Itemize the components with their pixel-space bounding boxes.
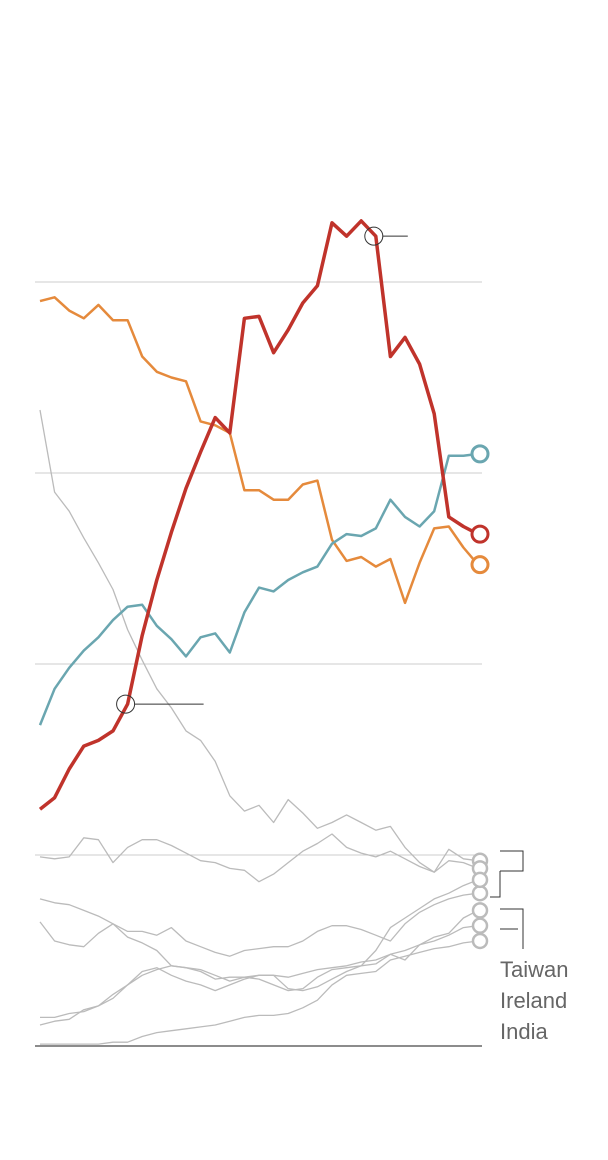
series-line (38, 219, 479, 811)
series-line (39, 833, 479, 883)
series-line (40, 940, 479, 1045)
end-marker (471, 884, 489, 902)
series-line (40, 909, 479, 1019)
series-line (39, 921, 479, 992)
series-line (39, 879, 479, 1026)
end-marker (470, 555, 490, 575)
bracket (490, 850, 524, 898)
end-marker (471, 917, 489, 934)
series-line (39, 892, 479, 957)
end-marker (470, 524, 490, 544)
country-label: Ireland (500, 988, 567, 1013)
series-line (39, 409, 479, 873)
series-line (39, 296, 479, 605)
end-marker (471, 902, 489, 919)
end-marker (470, 444, 490, 464)
bracket (500, 908, 524, 949)
series-line (38, 452, 479, 726)
end-marker (471, 932, 489, 950)
country-label: Taiwan (500, 957, 568, 982)
country-label: India (500, 1019, 548, 1044)
annotation-marker (116, 694, 136, 714)
annotation-marker (364, 226, 384, 246)
end-marker (471, 871, 489, 889)
